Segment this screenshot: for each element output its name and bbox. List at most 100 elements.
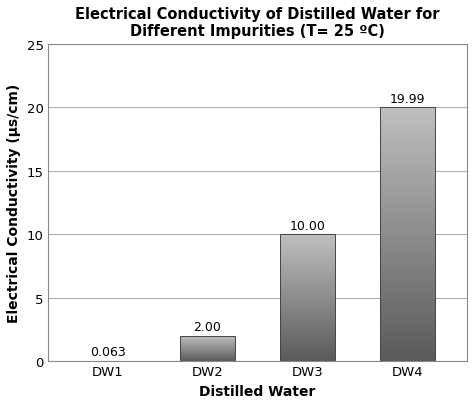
Bar <box>280 239 335 240</box>
Bar <box>380 175 435 177</box>
Bar <box>380 109 435 111</box>
Bar <box>380 145 435 146</box>
Bar <box>280 237 335 238</box>
Bar <box>280 325 335 326</box>
Bar <box>380 278 435 279</box>
Text: 10.00: 10.00 <box>289 219 325 232</box>
Bar <box>280 238 335 239</box>
Bar <box>280 291 335 292</box>
Bar <box>380 136 435 137</box>
Bar <box>280 341 335 342</box>
Bar <box>380 245 435 246</box>
Bar <box>380 259 435 260</box>
Bar <box>380 341 435 343</box>
Bar <box>380 192 435 193</box>
Bar <box>380 292 435 293</box>
Bar <box>380 255 435 256</box>
Bar <box>380 280 435 281</box>
Bar <box>380 184 435 185</box>
Bar <box>380 116 435 117</box>
Bar <box>380 162 435 164</box>
Bar <box>380 150 435 151</box>
Bar <box>280 353 335 354</box>
Title: Electrical Conductivity of Distilled Water for
Different Impurities (T= 25 ºC): Electrical Conductivity of Distilled Wat… <box>75 7 439 39</box>
Bar <box>380 118 435 119</box>
Bar <box>380 322 435 324</box>
Bar <box>280 300 335 301</box>
Bar <box>380 350 435 351</box>
Bar <box>380 173 435 174</box>
Bar <box>280 287 335 288</box>
Bar <box>380 203 435 205</box>
Bar <box>380 327 435 328</box>
Bar <box>380 112 435 113</box>
Bar <box>380 284 435 286</box>
Bar <box>380 125 435 126</box>
Bar <box>280 252 335 253</box>
Bar <box>380 231 435 232</box>
Bar <box>280 358 335 359</box>
Bar <box>380 311 435 312</box>
Bar <box>380 216 435 217</box>
Bar <box>280 260 335 261</box>
Bar <box>380 151 435 152</box>
Bar <box>380 293 435 294</box>
Bar <box>380 200 435 202</box>
Bar <box>380 179 435 180</box>
Bar <box>280 294 335 295</box>
Bar <box>380 246 435 247</box>
Bar <box>280 271 335 272</box>
Bar <box>280 243 335 244</box>
Bar <box>280 245 335 246</box>
Bar <box>380 147 435 149</box>
Bar <box>280 262 335 263</box>
Bar <box>280 344 335 345</box>
Bar <box>280 343 335 344</box>
Bar <box>380 289 435 290</box>
Bar <box>380 108 435 361</box>
Bar <box>280 329 335 330</box>
Bar <box>380 318 435 320</box>
Bar <box>280 295 335 296</box>
Bar <box>380 330 435 331</box>
Bar <box>380 277 435 278</box>
Bar <box>280 285 335 286</box>
Bar <box>380 114 435 116</box>
Bar <box>280 310 335 311</box>
Bar <box>380 206 435 207</box>
Bar <box>280 311 335 312</box>
Bar <box>380 225 435 226</box>
Bar <box>280 293 335 294</box>
Bar <box>280 281 335 282</box>
Bar <box>280 277 335 278</box>
Bar <box>280 337 335 338</box>
Bar <box>380 307 435 308</box>
Bar <box>380 316 435 317</box>
Bar <box>380 121 435 122</box>
Bar <box>380 305 435 306</box>
Bar <box>380 275 435 277</box>
Bar <box>280 326 335 327</box>
Bar <box>380 247 435 249</box>
Bar <box>280 274 335 275</box>
Bar <box>280 240 335 241</box>
Bar <box>380 349 435 350</box>
Bar <box>280 316 335 317</box>
Bar <box>280 234 335 361</box>
Bar <box>380 180 435 181</box>
Bar <box>380 260 435 261</box>
Bar <box>380 288 435 289</box>
Bar <box>280 307 335 308</box>
Bar <box>380 269 435 270</box>
Bar <box>380 207 435 208</box>
Bar <box>380 302 435 303</box>
Bar <box>380 155 435 156</box>
Bar <box>380 228 435 230</box>
Bar <box>380 126 435 127</box>
Bar <box>280 292 335 293</box>
Bar <box>280 349 335 350</box>
Bar <box>380 234 435 235</box>
Bar <box>280 327 335 328</box>
Bar <box>380 287 435 288</box>
Bar <box>380 159 435 160</box>
